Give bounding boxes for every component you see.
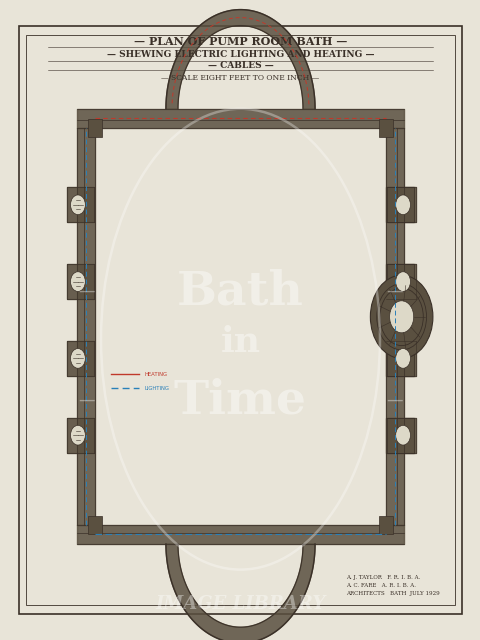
Bar xyxy=(386,418,413,453)
Text: — SHEWING ELECTRIC LIGHTING AND HEATING —: — SHEWING ELECTRIC LIGHTING AND HEATING … xyxy=(107,50,373,59)
Bar xyxy=(67,187,94,223)
Bar xyxy=(67,264,94,299)
Text: IMAGE LIBRARY: IMAGE LIBRARY xyxy=(155,595,325,612)
Bar xyxy=(67,341,94,376)
Bar xyxy=(385,418,415,453)
Bar xyxy=(88,119,101,137)
Text: ARCHITECTS   BATH  JULY 1929: ARCHITECTS BATH JULY 1929 xyxy=(346,591,439,596)
Polygon shape xyxy=(166,544,314,640)
Text: LIGHTING: LIGHTING xyxy=(144,386,169,391)
Text: — CABLES —: — CABLES — xyxy=(207,61,273,70)
Bar xyxy=(88,516,101,534)
Polygon shape xyxy=(166,10,314,109)
Circle shape xyxy=(71,426,85,445)
Text: HEATING: HEATING xyxy=(144,372,167,377)
Text: Bath: Bath xyxy=(177,268,303,314)
Circle shape xyxy=(376,284,426,350)
Circle shape xyxy=(395,195,409,214)
Bar xyxy=(386,341,413,376)
Text: A. J. TAYLOR   F. R. I. B. A.: A. J. TAYLOR F. R. I. B. A. xyxy=(346,575,420,580)
Circle shape xyxy=(71,195,85,214)
Text: Time: Time xyxy=(174,377,306,423)
Circle shape xyxy=(370,275,432,358)
Bar xyxy=(386,187,413,223)
Text: A. C. FARE   A. R. I. B. A.: A. C. FARE A. R. I. B. A. xyxy=(346,583,416,588)
Text: — SCALE EIGHT FEET TO ONE INCH —: — SCALE EIGHT FEET TO ONE INCH — xyxy=(161,74,319,82)
Bar xyxy=(386,264,413,299)
Text: —: — xyxy=(385,391,402,409)
Circle shape xyxy=(395,426,409,445)
Circle shape xyxy=(389,301,413,333)
Bar xyxy=(385,341,415,376)
Circle shape xyxy=(395,272,409,291)
Circle shape xyxy=(395,349,409,368)
Bar xyxy=(385,264,415,299)
Text: —: — xyxy=(78,282,95,300)
Bar xyxy=(378,516,392,534)
Circle shape xyxy=(71,272,85,291)
Circle shape xyxy=(379,288,422,346)
Text: — PLAN OF PUMP ROOM BATH —: — PLAN OF PUMP ROOM BATH — xyxy=(133,36,347,47)
Text: in: in xyxy=(220,325,260,360)
Text: —: — xyxy=(385,282,402,300)
Bar xyxy=(67,418,94,453)
Bar xyxy=(378,119,392,137)
Text: —: — xyxy=(78,391,95,409)
Bar xyxy=(385,187,415,223)
Circle shape xyxy=(71,349,85,368)
